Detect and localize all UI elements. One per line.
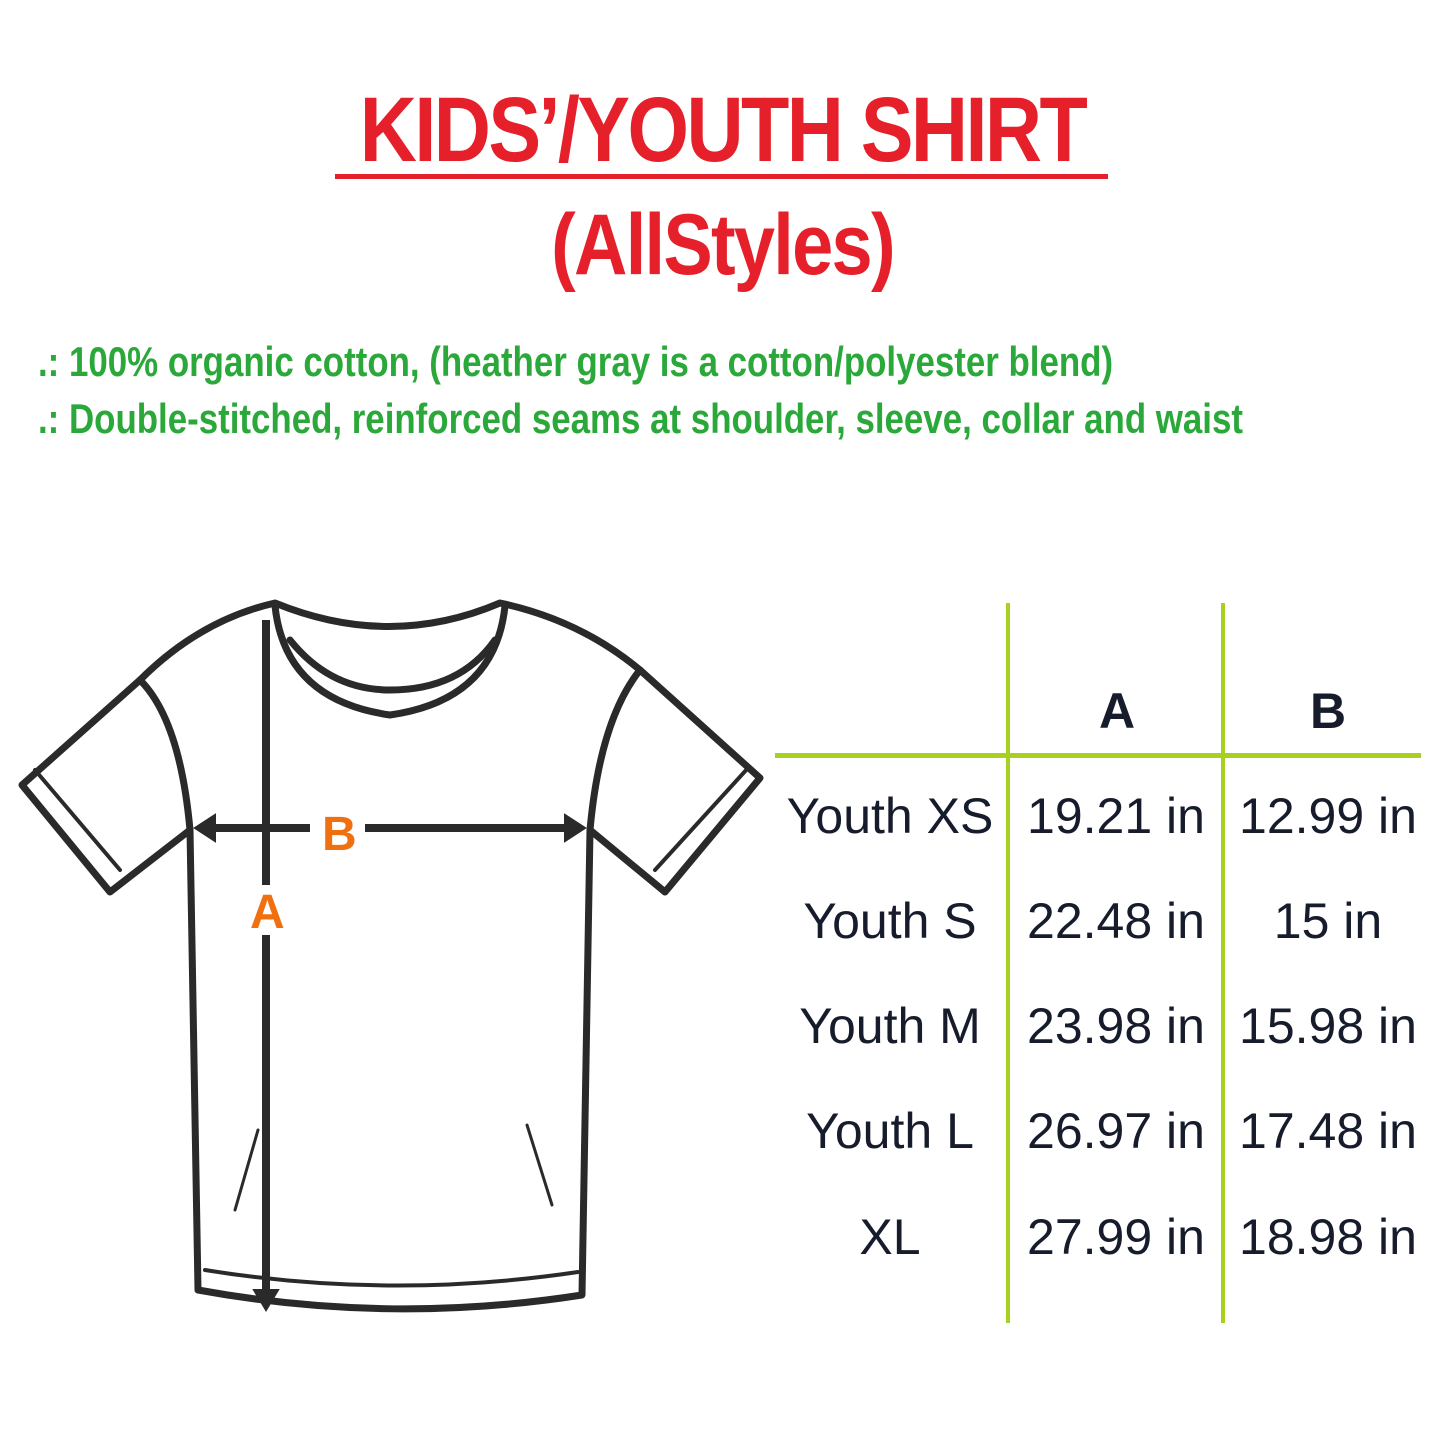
shirt-collar-inner	[286, 636, 499, 694]
page-title: KIDS’/YOUTH SHIRT	[359, 79, 1088, 181]
label-a: A	[250, 886, 285, 939]
shirt-diagram: B A	[18, 599, 764, 1313]
title-underline	[335, 174, 1108, 179]
value-a: 27.99 in	[1027, 1209, 1205, 1265]
table-divider	[1006, 603, 1010, 1323]
arrow-icon	[252, 1289, 280, 1312]
table-divider	[1221, 603, 1225, 1323]
value-b: 12.99 in	[1239, 788, 1417, 844]
sleeve-seam-right	[586, 666, 644, 834]
size-label: Youth L	[806, 1103, 974, 1159]
value-b: 17.48 in	[1239, 1103, 1417, 1159]
sleeve-hem-right	[653, 766, 750, 872]
page-subtitle: (AllStyles)	[551, 197, 895, 293]
size-label: XL	[859, 1209, 921, 1265]
value-b: 15.98 in	[1239, 998, 1417, 1054]
value-b: 18.98 in	[1239, 1209, 1417, 1265]
arrow-icon	[193, 813, 216, 843]
value-a: 23.98 in	[1027, 998, 1205, 1054]
feature-line: .: Double-stitched, reinforced seams at …	[38, 395, 1243, 442]
shirt-collar	[271, 602, 509, 719]
label-b: B	[322, 808, 357, 861]
size-label: Youth M	[799, 998, 981, 1054]
size-label: Youth XS	[786, 788, 994, 844]
value-a: 26.97 in	[1027, 1103, 1205, 1159]
shirt-outline	[18, 599, 764, 1313]
feature-line: .: 100% organic cotton, (heather gray is…	[38, 338, 1114, 385]
header-a: A	[1098, 683, 1136, 739]
size-label: Youth S	[803, 893, 977, 949]
value-a: 22.48 in	[1027, 893, 1205, 949]
value-a: 19.21 in	[1027, 788, 1205, 844]
table-header-divider	[775, 753, 1421, 758]
value-b: 15 in	[1273, 893, 1383, 949]
sleeve-hem-left	[33, 768, 122, 872]
bottom-hem	[203, 1268, 580, 1288]
arrow-icon	[564, 813, 587, 843]
header-b: B	[1309, 683, 1347, 739]
sleeve-seam-left	[136, 676, 194, 834]
